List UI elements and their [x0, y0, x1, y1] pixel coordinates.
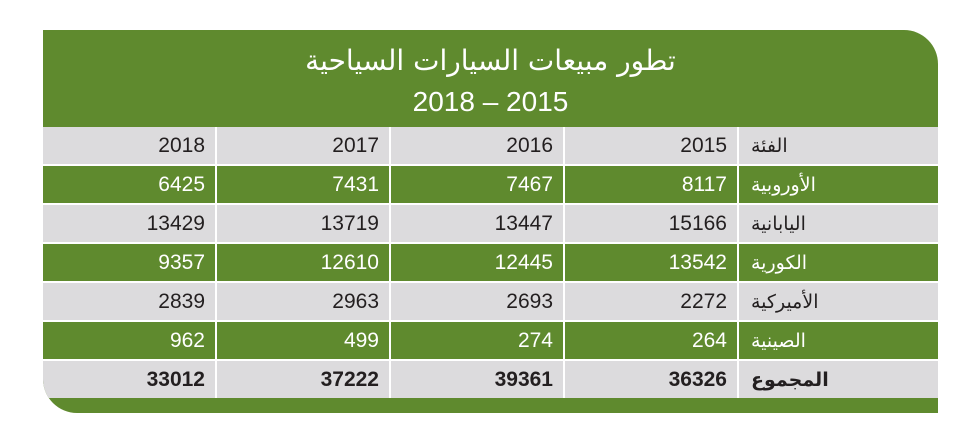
row-divider: [43, 359, 938, 361]
value-cell: 36326: [668, 368, 727, 391]
value-cell: 13429: [146, 212, 205, 235]
column-divider: [215, 361, 217, 398]
column-divider: [389, 244, 391, 281]
column-divider: [563, 166, 565, 203]
value-cell: 2693: [506, 290, 553, 313]
column-divider: [563, 322, 565, 359]
value-cell: 12445: [494, 251, 553, 274]
column-divider: [563, 361, 565, 398]
column-divider: [563, 283, 565, 320]
value-cell: 7431: [332, 173, 379, 196]
value-cell: 962: [169, 329, 205, 352]
column-divider: [737, 127, 739, 164]
year-header-cell: 2015: [680, 134, 727, 157]
table-row: 2839 2963 2693 2272 الأميركية: [43, 283, 938, 320]
category-label-cell: المجموع: [751, 369, 829, 391]
column-divider: [737, 361, 739, 398]
category-label-cell: الكورية: [751, 252, 808, 274]
table-subtitle: 2018 – 2015: [412, 86, 569, 117]
value-cell: 264: [691, 329, 727, 352]
column-divider: [215, 127, 217, 164]
column-divider: [737, 244, 739, 281]
column-divider: [389, 127, 391, 164]
column-divider: [215, 322, 217, 359]
value-cell: 33012: [146, 368, 205, 391]
column-divider: [563, 127, 565, 164]
table-row: 13429 13719 13447 15166 اليابانية: [43, 205, 938, 242]
value-cell: 13719: [320, 212, 379, 235]
value-cell: 12610: [320, 251, 379, 274]
value-cell: 7467: [506, 173, 553, 196]
category-label-cell: الصينية: [751, 330, 806, 352]
column-divider: [737, 166, 739, 203]
year-header-cell: 2016: [506, 134, 553, 157]
value-cell: 15166: [668, 212, 727, 235]
table-row: 962 499 274 264 الصينية: [43, 322, 938, 359]
column-divider: [389, 361, 391, 398]
value-cell: 6425: [158, 173, 205, 196]
column-divider: [737, 283, 739, 320]
value-cell: 9357: [158, 251, 205, 274]
row-divider: [43, 164, 938, 166]
category-header-cell: الفئة: [751, 135, 788, 157]
table-title: تطور مبيعات السيارات السياحية: [305, 44, 676, 77]
value-cell: 2963: [332, 290, 379, 313]
column-divider: [563, 244, 565, 281]
column-divider: [737, 205, 739, 242]
row-divider: [43, 242, 938, 244]
column-divider: [389, 283, 391, 320]
row-divider: [43, 203, 938, 205]
table-row: 6425 7431 7467 8117 الأوروبية: [43, 166, 938, 203]
table-row: 9357 12610 12445 13542 الكورية: [43, 244, 938, 281]
column-divider: [389, 322, 391, 359]
category-label-cell: الأوروبية: [751, 174, 816, 196]
year-header-cell: 2017: [332, 134, 379, 157]
row-divider: [43, 281, 938, 283]
value-cell: 37222: [320, 368, 379, 391]
header-row: 2018 2017 2016 2015 الفئة: [43, 127, 938, 164]
column-divider: [215, 244, 217, 281]
column-divider: [389, 166, 391, 203]
column-divider: [389, 205, 391, 242]
value-cell: 13542: [668, 251, 727, 274]
value-cell: 2272: [680, 290, 727, 313]
column-divider: [215, 166, 217, 203]
total-row: 33012 37222 39361 36326 المجموع: [43, 361, 938, 398]
value-cell: 2839: [158, 290, 205, 313]
value-cell: 274: [517, 329, 553, 352]
value-cell: 39361: [494, 368, 553, 391]
value-cell: 13447: [494, 212, 553, 235]
value-cell: 8117: [681, 173, 727, 196]
column-divider: [737, 322, 739, 359]
column-divider: [563, 205, 565, 242]
title-band: تطور مبيعات السيارات السياحية 2018 – 201…: [43, 30, 938, 127]
column-divider: [215, 283, 217, 320]
year-header-cell: 2018: [158, 134, 205, 157]
row-divider: [43, 320, 938, 322]
column-divider: [215, 205, 217, 242]
category-label-cell: الأميركية: [751, 291, 819, 313]
category-label-cell: اليابانية: [751, 213, 806, 235]
value-cell: 499: [343, 329, 379, 352]
sales-table-card: تطور مبيعات السيارات السياحية 2018 – 201…: [43, 30, 938, 413]
